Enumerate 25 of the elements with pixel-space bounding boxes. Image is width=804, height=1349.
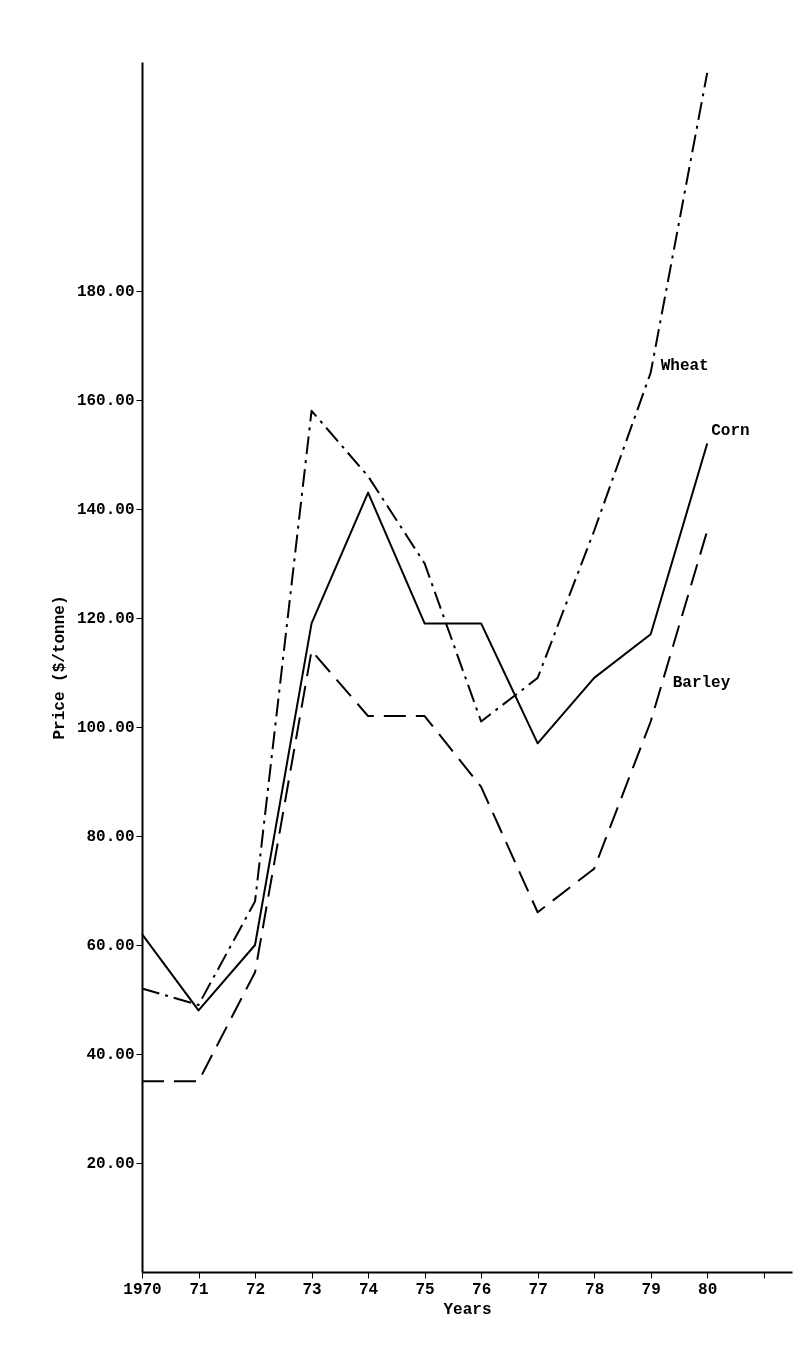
y-tick-label: 100.00 (76, 719, 135, 738)
x-axis-title: Years (443, 1300, 492, 1319)
x-tick-label: 80 (698, 1280, 718, 1299)
y-tick-label: 40.00 (86, 1046, 135, 1065)
x-tick-label: 75 (415, 1280, 435, 1299)
y-tick-label: 160.00 (76, 392, 135, 411)
x-tick-label: 1970 (123, 1280, 162, 1299)
y-tick-label: 180.00 (76, 283, 135, 302)
series-label: Corn (711, 421, 750, 440)
y-axis-title: Price ($/tonne) (50, 595, 69, 740)
y-tick-label: 140.00 (76, 501, 135, 520)
x-tick-label: 72 (245, 1280, 266, 1299)
series-label: Barley (672, 673, 731, 692)
x-tick-label: 71 (189, 1280, 209, 1299)
x-tick-label: 78 (585, 1280, 605, 1299)
series-label: Wheat (660, 356, 709, 375)
x-tick-label: 74 (358, 1280, 379, 1299)
x-tick-label: 77 (528, 1280, 548, 1299)
y-tick-label: 20.00 (86, 1155, 135, 1174)
y-tick-label: 120.00 (76, 610, 135, 629)
x-tick-label: 73 (302, 1280, 322, 1299)
y-tick-label: 60.00 (86, 937, 135, 956)
x-tick-label: 76 (472, 1280, 492, 1299)
y-tick-label: 80.00 (86, 828, 135, 847)
x-tick-label: 79 (641, 1280, 661, 1299)
